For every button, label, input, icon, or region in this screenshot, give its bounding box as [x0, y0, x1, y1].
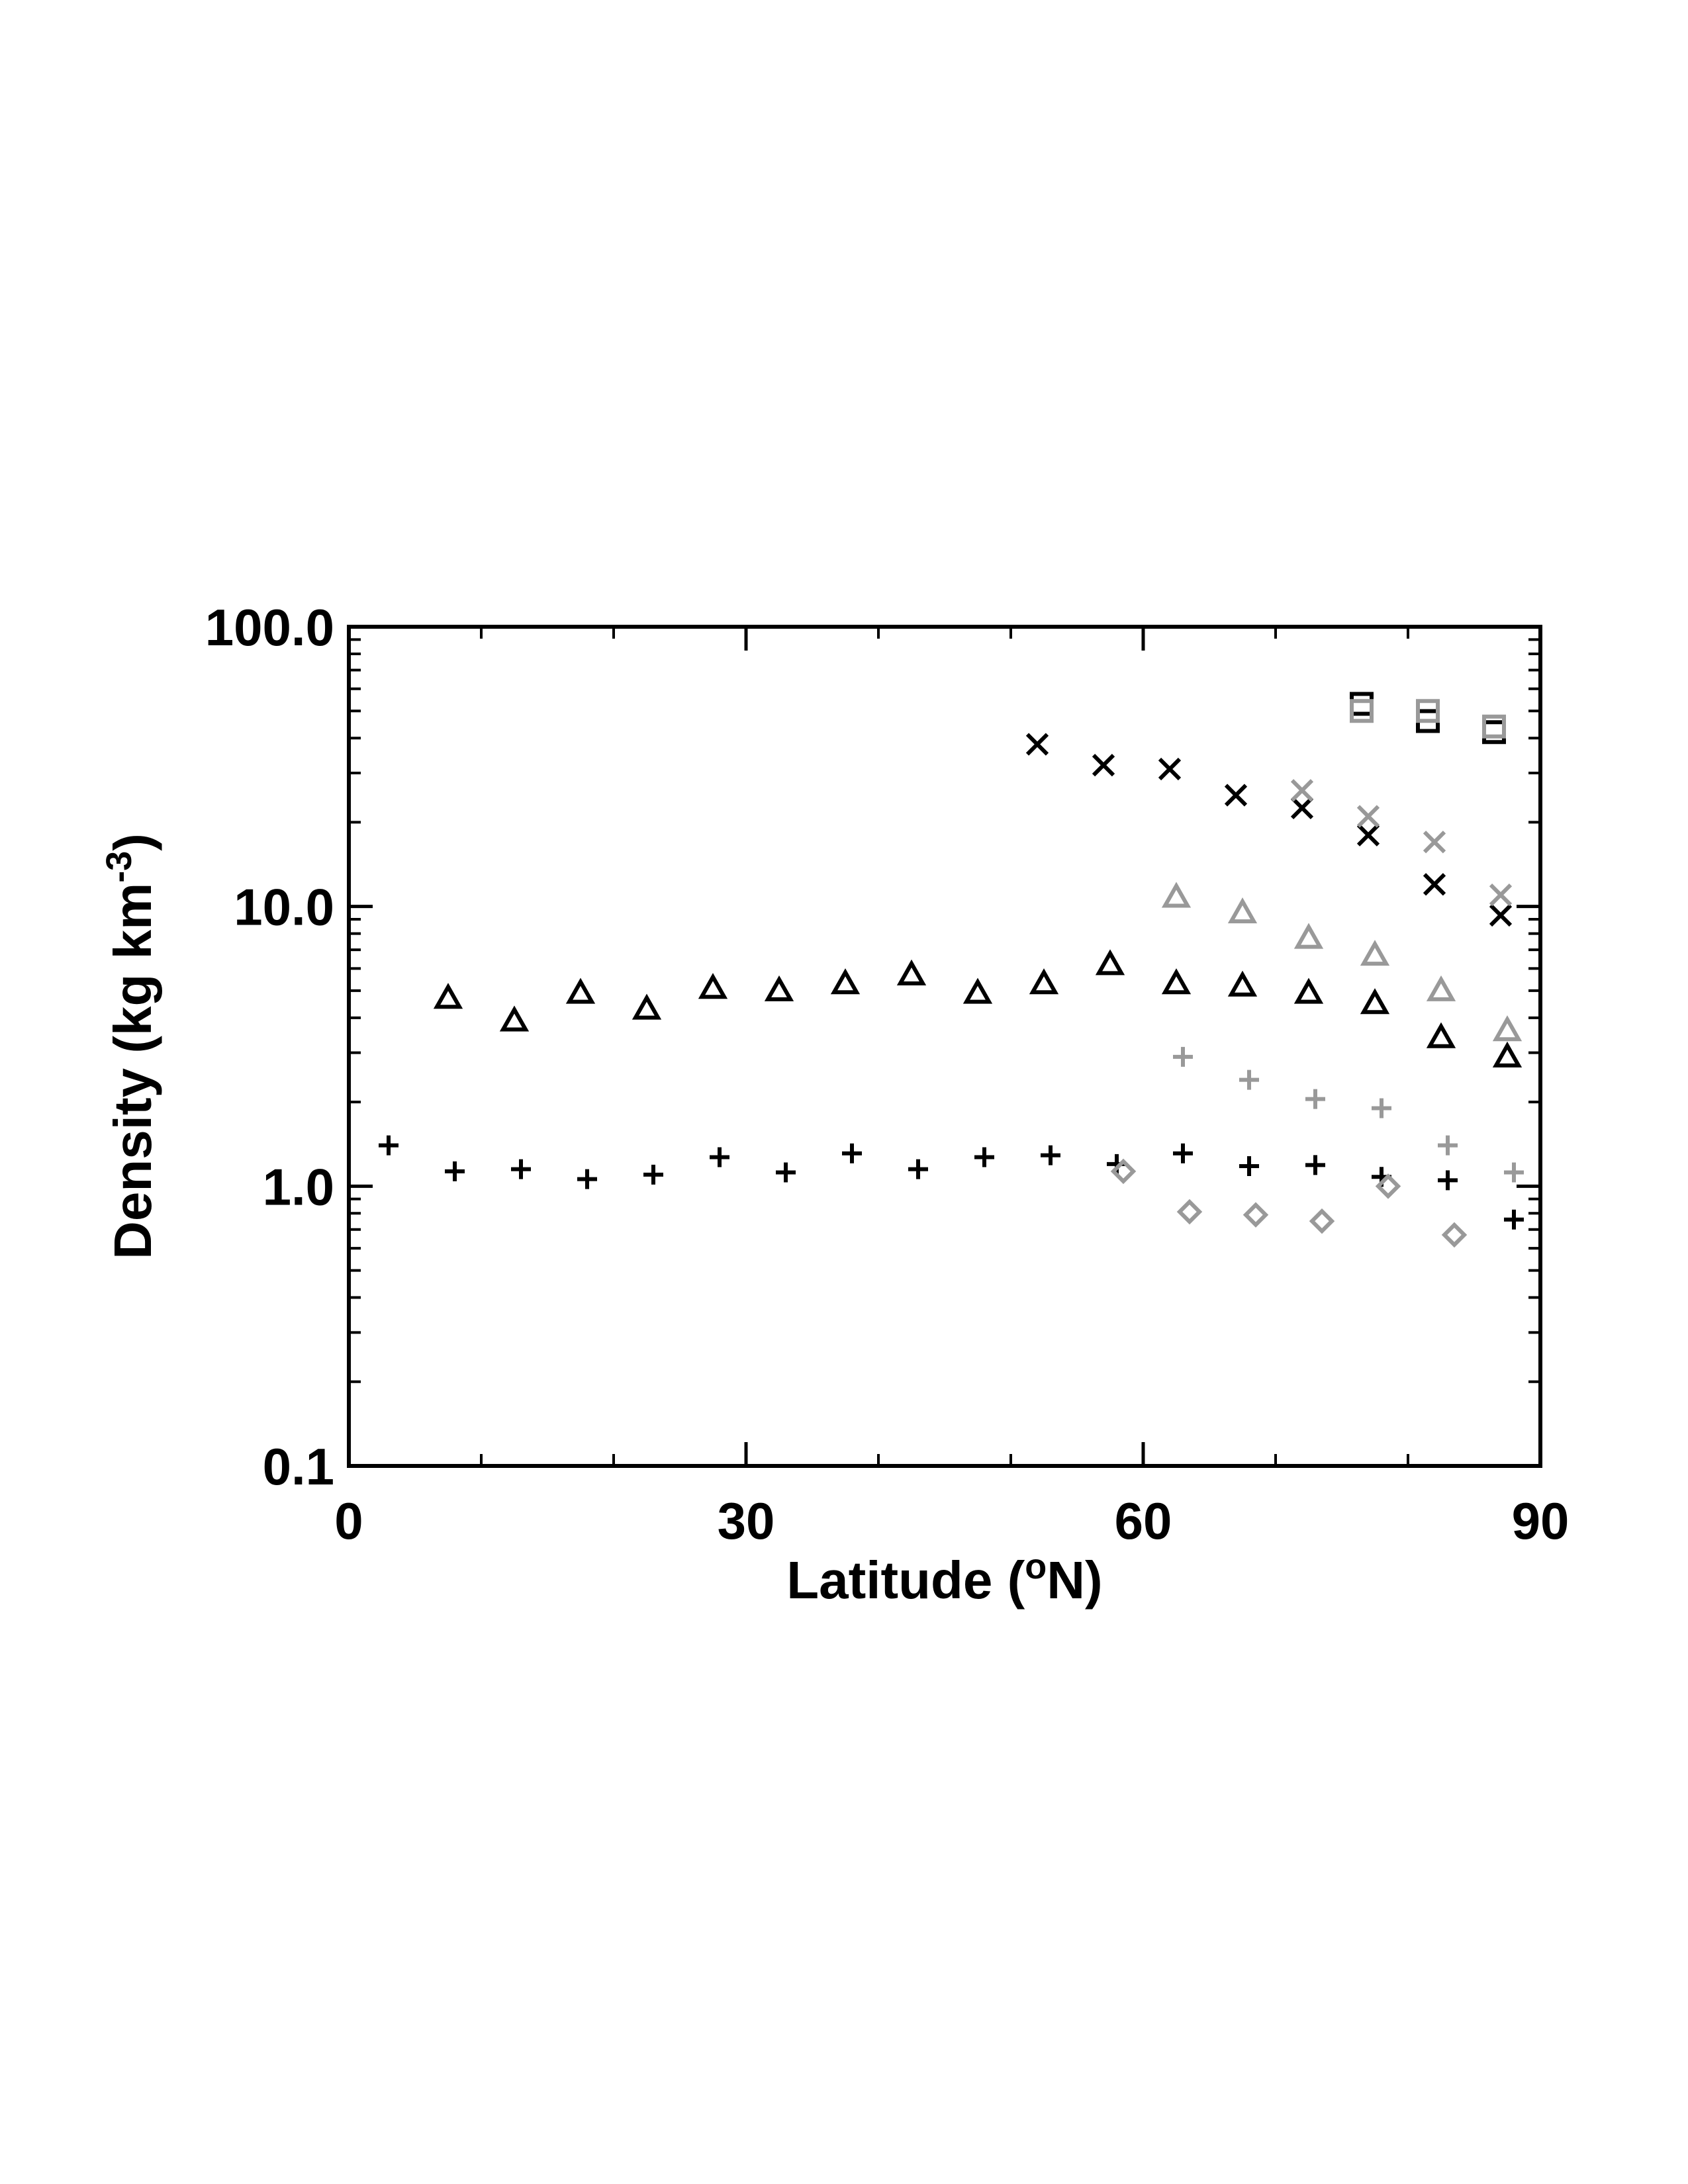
- data-point-plus-0-3: [577, 1169, 597, 1189]
- data-point-triangle-1-13: [1293, 978, 1324, 1004]
- data-point-plus-7-0: [1173, 1046, 1193, 1067]
- major-ticks: [347, 625, 1542, 1468]
- data-point-cross-5-1: [1356, 805, 1380, 828]
- data-point-triangle-1-16: [1492, 1041, 1523, 1068]
- data-point-plus-0-6: [776, 1162, 796, 1183]
- x-tick-label-0: 0: [334, 1492, 363, 1550]
- series-0-plus: [379, 1135, 1524, 1230]
- data-point-cross-5-0: [1290, 779, 1314, 802]
- data-point-diamond-8-3: [1309, 1208, 1335, 1234]
- data-point-triangle-1-4: [698, 973, 728, 999]
- x-tick-label-3: 90: [1512, 1492, 1570, 1550]
- data-point-plus-0-9: [974, 1147, 994, 1167]
- data-point-cross-2-2: [1158, 757, 1182, 781]
- y-axis-title: Density (kg km-3): [99, 833, 162, 1259]
- data-point-triangle-1-0: [433, 983, 463, 1009]
- data-point-plus-0-8: [908, 1159, 928, 1179]
- data-point-triangle-1-14: [1360, 988, 1390, 1015]
- x-axis-title: Latitude (oN): [786, 1547, 1102, 1610]
- series-6-triangle: [1161, 882, 1523, 1042]
- data-point-triangle-1-2: [565, 978, 596, 1004]
- data-point-plus-7-4: [1438, 1135, 1458, 1156]
- data-point-cross-2-6: [1423, 873, 1446, 896]
- data-point-cross-2-7: [1489, 903, 1513, 927]
- data-point-triangle-1-12: [1227, 970, 1258, 997]
- data-point-diamond-8-2: [1243, 1202, 1269, 1228]
- x-tick-label-1: 30: [718, 1492, 775, 1550]
- y-tick-label-3: 100.0: [205, 598, 334, 657]
- data-point-plus-7-3: [1372, 1098, 1391, 1118]
- data-point-triangle-1-5: [764, 975, 794, 1001]
- data-point-plus-0-7: [842, 1143, 862, 1163]
- series-4-square: [1350, 699, 1506, 739]
- series-8-diamond: [1110, 1158, 1468, 1248]
- data-point-triangle-1-15: [1426, 1022, 1456, 1048]
- data-point-cross-2-4: [1290, 796, 1314, 819]
- data-point-cross-2-5: [1356, 823, 1380, 846]
- data-point-triangle-1-9: [1029, 968, 1059, 995]
- data-point-plus-0-10: [1041, 1145, 1060, 1165]
- data-point-triangle-1-3: [632, 993, 662, 1020]
- minor-ticks: [349, 627, 1540, 1466]
- data-point-triangle-1-1: [499, 1005, 530, 1032]
- data-point-square-4-0: [1350, 699, 1374, 723]
- y-tick-labels: 0.1 1.0 10.0 100.0: [205, 598, 334, 1496]
- data-point-plus-7-1: [1239, 1069, 1259, 1090]
- plot-frame: [347, 625, 1542, 1468]
- data-point-triangle-6-0: [1161, 882, 1192, 908]
- data-point-plus-0-14: [1305, 1155, 1325, 1175]
- series-2-cross: [1025, 733, 1513, 927]
- series-5-cross: [1290, 779, 1513, 907]
- data-point-square-3-2: [1482, 720, 1506, 745]
- x-tick-label-2: 60: [1115, 1492, 1172, 1550]
- data-point-triangle-1-8: [962, 978, 993, 1004]
- data-point-diamond-8-4: [1375, 1173, 1401, 1199]
- data-point-plus-0-17: [1504, 1209, 1524, 1230]
- data-point-plus-0-0: [379, 1135, 399, 1156]
- data-point-square-3-1: [1416, 709, 1440, 733]
- data-point-cross-2-3: [1224, 784, 1248, 807]
- data-point-triangle-1-11: [1161, 968, 1192, 995]
- data-point-plus-0-4: [643, 1164, 663, 1185]
- data-point-triangle-6-1: [1227, 897, 1258, 924]
- data-point-cross-5-3: [1489, 884, 1513, 907]
- data-point-square-4-2: [1482, 714, 1506, 739]
- data-point-square-3-0: [1350, 692, 1374, 716]
- y-tick-label-2: 10.0: [234, 878, 334, 936]
- data-point-cross-2-0: [1025, 733, 1049, 756]
- data-point-plus-0-16: [1438, 1170, 1458, 1191]
- x-tick-labels: 0 30 60 90: [334, 1492, 1569, 1550]
- data-point-plus-7-5: [1504, 1162, 1524, 1183]
- series-1-triangle: [433, 949, 1523, 1068]
- data-point-plus-0-1: [445, 1161, 465, 1181]
- data-point-square-4-1: [1416, 699, 1440, 723]
- data-point-triangle-6-3: [1360, 940, 1390, 966]
- y-tick-label-1: 1.0: [263, 1158, 334, 1216]
- data-point-cross-2-1: [1092, 754, 1115, 777]
- data-point-plus-0-13: [1239, 1156, 1259, 1176]
- data-point-plus-0-12: [1173, 1143, 1193, 1163]
- data-marks: [379, 692, 1524, 1248]
- y-tick-label-0: 0.1: [263, 1437, 334, 1496]
- data-point-triangle-6-5: [1492, 1015, 1523, 1042]
- data-point-plus-7-2: [1305, 1089, 1325, 1109]
- data-point-cross-5-2: [1423, 831, 1446, 854]
- data-point-triangle-6-4: [1426, 975, 1456, 1001]
- data-point-triangle-1-6: [830, 968, 861, 995]
- data-point-plus-0-2: [511, 1159, 531, 1179]
- data-point-diamond-8-5: [1441, 1222, 1468, 1248]
- data-point-diamond-8-1: [1176, 1199, 1203, 1225]
- data-point-triangle-6-2: [1293, 923, 1324, 949]
- data-point-diamond-8-0: [1110, 1158, 1137, 1185]
- data-point-triangle-1-10: [1095, 949, 1125, 976]
- series-7-plus: [1173, 1046, 1524, 1183]
- data-point-triangle-1-7: [896, 959, 927, 985]
- data-point-plus-0-5: [710, 1147, 729, 1167]
